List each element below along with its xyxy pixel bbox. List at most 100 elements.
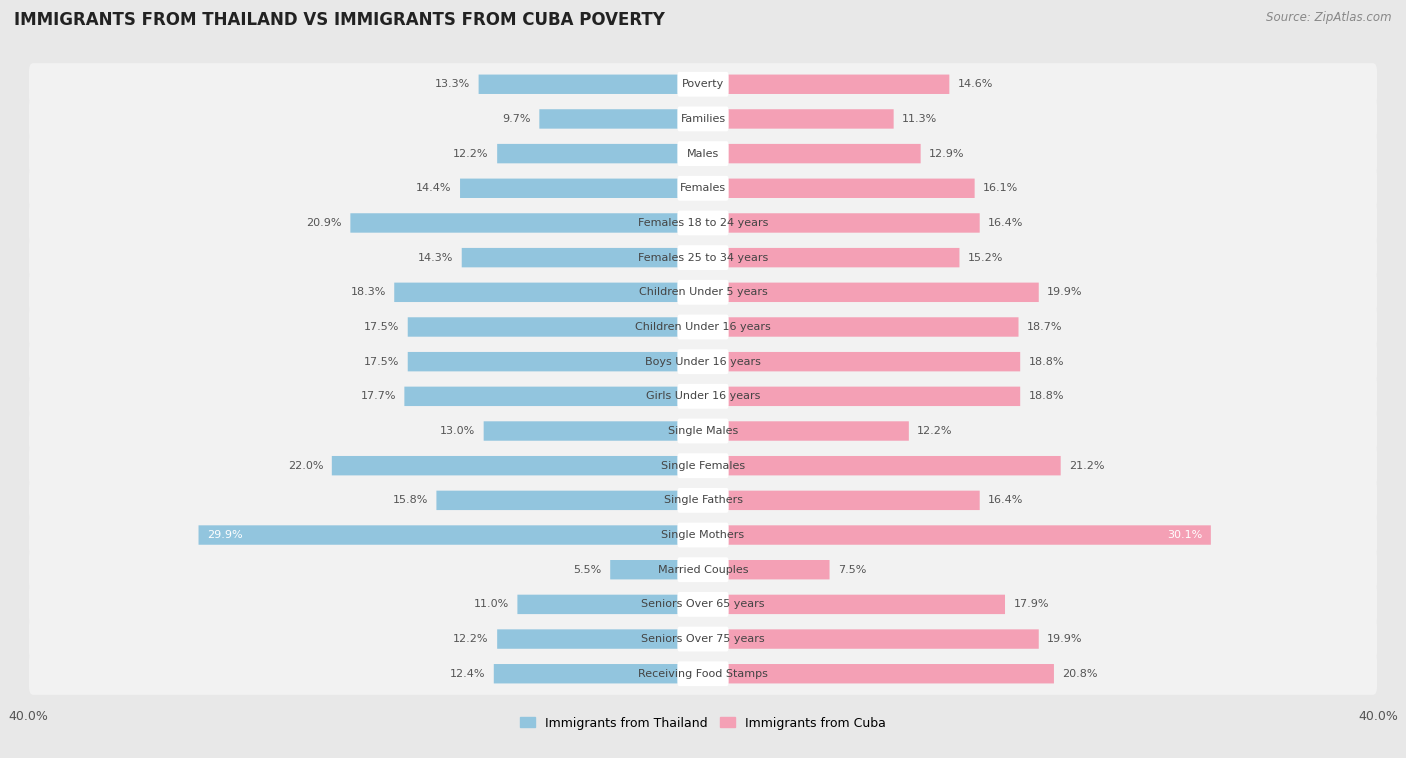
Text: 20.8%: 20.8%: [1063, 669, 1098, 678]
FancyBboxPatch shape: [703, 387, 1021, 406]
FancyBboxPatch shape: [678, 522, 728, 547]
Text: Single Males: Single Males: [668, 426, 738, 436]
FancyBboxPatch shape: [30, 133, 1376, 175]
Text: 12.2%: 12.2%: [453, 634, 489, 644]
FancyBboxPatch shape: [540, 109, 703, 129]
FancyBboxPatch shape: [30, 583, 1376, 625]
FancyBboxPatch shape: [610, 560, 703, 579]
FancyBboxPatch shape: [408, 318, 703, 337]
Text: 18.3%: 18.3%: [350, 287, 385, 297]
FancyBboxPatch shape: [678, 453, 728, 478]
Text: 16.4%: 16.4%: [988, 218, 1024, 228]
Text: 18.7%: 18.7%: [1026, 322, 1063, 332]
Text: 17.5%: 17.5%: [364, 357, 399, 367]
FancyBboxPatch shape: [408, 352, 703, 371]
FancyBboxPatch shape: [394, 283, 703, 302]
FancyBboxPatch shape: [30, 167, 1376, 209]
FancyBboxPatch shape: [498, 144, 703, 163]
FancyBboxPatch shape: [678, 661, 728, 686]
Text: Boys Under 16 years: Boys Under 16 years: [645, 357, 761, 367]
Text: 9.7%: 9.7%: [502, 114, 531, 124]
Text: Receiving Food Stamps: Receiving Food Stamps: [638, 669, 768, 678]
Text: 14.6%: 14.6%: [957, 80, 993, 89]
Text: Seniors Over 65 years: Seniors Over 65 years: [641, 600, 765, 609]
FancyBboxPatch shape: [350, 213, 703, 233]
Text: 13.0%: 13.0%: [440, 426, 475, 436]
FancyBboxPatch shape: [678, 349, 728, 374]
Text: Single Females: Single Females: [661, 461, 745, 471]
FancyBboxPatch shape: [678, 246, 728, 270]
Text: Single Fathers: Single Fathers: [664, 496, 742, 506]
Text: 21.2%: 21.2%: [1069, 461, 1105, 471]
Text: 17.7%: 17.7%: [360, 391, 396, 401]
Text: Females: Females: [681, 183, 725, 193]
FancyBboxPatch shape: [678, 280, 728, 305]
Text: IMMIGRANTS FROM THAILAND VS IMMIGRANTS FROM CUBA POVERTY: IMMIGRANTS FROM THAILAND VS IMMIGRANTS F…: [14, 11, 665, 30]
FancyBboxPatch shape: [703, 456, 1060, 475]
Text: 16.1%: 16.1%: [983, 183, 1018, 193]
FancyBboxPatch shape: [494, 664, 703, 684]
FancyBboxPatch shape: [30, 305, 1376, 348]
FancyBboxPatch shape: [678, 315, 728, 340]
FancyBboxPatch shape: [703, 318, 1018, 337]
FancyBboxPatch shape: [703, 352, 1021, 371]
FancyBboxPatch shape: [30, 653, 1376, 695]
FancyBboxPatch shape: [30, 271, 1376, 314]
FancyBboxPatch shape: [30, 618, 1376, 660]
FancyBboxPatch shape: [678, 557, 728, 582]
FancyBboxPatch shape: [405, 387, 703, 406]
FancyBboxPatch shape: [703, 421, 908, 440]
FancyBboxPatch shape: [678, 72, 728, 97]
Text: Children Under 5 years: Children Under 5 years: [638, 287, 768, 297]
Text: 11.0%: 11.0%: [474, 600, 509, 609]
Text: 22.0%: 22.0%: [288, 461, 323, 471]
Text: 12.4%: 12.4%: [450, 669, 485, 678]
Text: 15.8%: 15.8%: [392, 496, 427, 506]
Text: 14.3%: 14.3%: [418, 252, 453, 262]
FancyBboxPatch shape: [460, 179, 703, 198]
FancyBboxPatch shape: [678, 384, 728, 409]
FancyBboxPatch shape: [30, 236, 1376, 279]
Text: 18.8%: 18.8%: [1029, 391, 1064, 401]
Text: 12.2%: 12.2%: [453, 149, 489, 158]
Text: Seniors Over 75 years: Seniors Over 75 years: [641, 634, 765, 644]
FancyBboxPatch shape: [678, 141, 728, 166]
FancyBboxPatch shape: [703, 664, 1054, 684]
Text: 7.5%: 7.5%: [838, 565, 866, 575]
Text: 30.1%: 30.1%: [1167, 530, 1202, 540]
FancyBboxPatch shape: [461, 248, 703, 268]
FancyBboxPatch shape: [30, 340, 1376, 383]
Text: 12.2%: 12.2%: [917, 426, 953, 436]
FancyBboxPatch shape: [678, 107, 728, 131]
FancyBboxPatch shape: [484, 421, 703, 440]
FancyBboxPatch shape: [703, 560, 830, 579]
Text: 11.3%: 11.3%: [903, 114, 938, 124]
FancyBboxPatch shape: [478, 74, 703, 94]
Text: 19.9%: 19.9%: [1047, 634, 1083, 644]
FancyBboxPatch shape: [703, 595, 1005, 614]
FancyBboxPatch shape: [703, 629, 1039, 649]
Text: 20.9%: 20.9%: [307, 218, 342, 228]
Text: 29.9%: 29.9%: [207, 530, 243, 540]
Text: 19.9%: 19.9%: [1047, 287, 1083, 297]
FancyBboxPatch shape: [332, 456, 703, 475]
FancyBboxPatch shape: [678, 488, 728, 512]
Legend: Immigrants from Thailand, Immigrants from Cuba: Immigrants from Thailand, Immigrants fro…: [515, 712, 891, 735]
FancyBboxPatch shape: [703, 144, 921, 163]
Text: Males: Males: [688, 149, 718, 158]
Text: Single Mothers: Single Mothers: [661, 530, 745, 540]
Text: Females 18 to 24 years: Females 18 to 24 years: [638, 218, 768, 228]
Text: 17.9%: 17.9%: [1014, 600, 1049, 609]
FancyBboxPatch shape: [678, 627, 728, 651]
FancyBboxPatch shape: [30, 549, 1376, 591]
FancyBboxPatch shape: [703, 283, 1039, 302]
FancyBboxPatch shape: [678, 418, 728, 443]
FancyBboxPatch shape: [30, 98, 1376, 140]
Text: 17.5%: 17.5%: [364, 322, 399, 332]
FancyBboxPatch shape: [30, 202, 1376, 244]
Text: Girls Under 16 years: Girls Under 16 years: [645, 391, 761, 401]
FancyBboxPatch shape: [678, 176, 728, 201]
Text: Poverty: Poverty: [682, 80, 724, 89]
Text: 16.4%: 16.4%: [988, 496, 1024, 506]
FancyBboxPatch shape: [198, 525, 703, 545]
